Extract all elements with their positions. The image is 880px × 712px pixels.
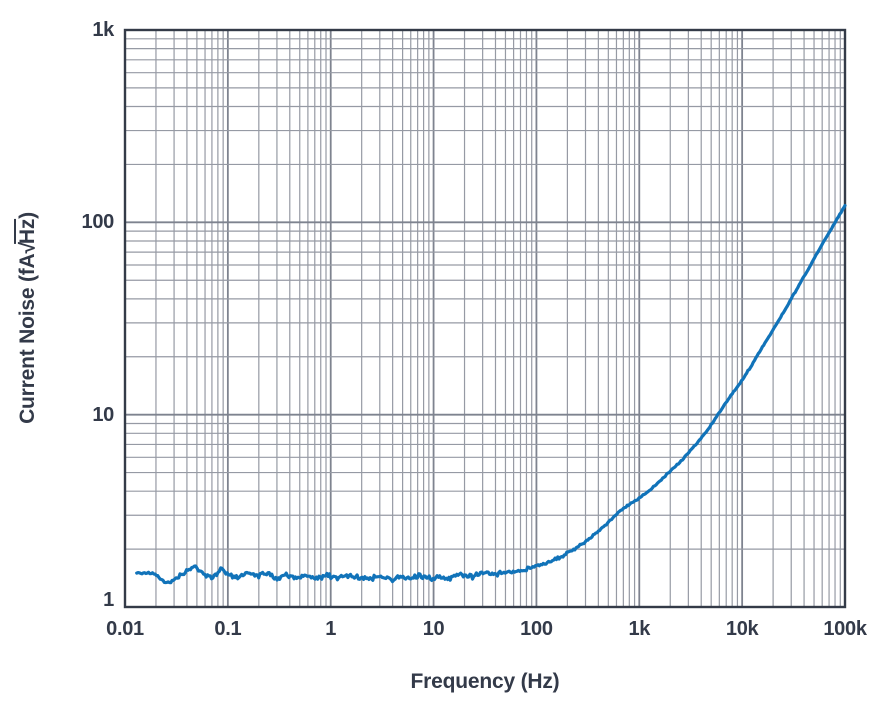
y-axis-title-text: Current Noise (fA bbox=[16, 253, 39, 424]
x-tick-label: 10 bbox=[422, 618, 445, 640]
y-axis-title: Current Noise (fA√Hz) bbox=[14, 212, 40, 424]
x-tick-label: 0.01 bbox=[106, 618, 144, 640]
sqrt-radicand: Hz bbox=[14, 218, 39, 245]
x-tick-label: 0.1 bbox=[214, 618, 242, 640]
x-tick-label: 1 bbox=[325, 618, 337, 640]
x-tick-label: 100 bbox=[520, 618, 553, 640]
y-axis-title-suffix: ) bbox=[16, 212, 39, 219]
plot-frame bbox=[123, 28, 847, 609]
y-tick-label: 100 bbox=[81, 211, 115, 234]
x-tick-label: 1k bbox=[628, 618, 651, 640]
noise-curve bbox=[135, 203, 847, 585]
x-tick-label: 10k bbox=[725, 618, 759, 640]
y-tick-label: 1k bbox=[92, 19, 114, 41]
sqrt-symbol: √ bbox=[16, 242, 40, 254]
x-axis-title: Frequency (Hz) bbox=[410, 670, 560, 693]
y-tick-label: 10 bbox=[92, 403, 114, 426]
x-tick-label: 100k bbox=[823, 618, 867, 640]
grid bbox=[124, 30, 845, 608]
y-tick-label: 1 bbox=[103, 589, 114, 611]
